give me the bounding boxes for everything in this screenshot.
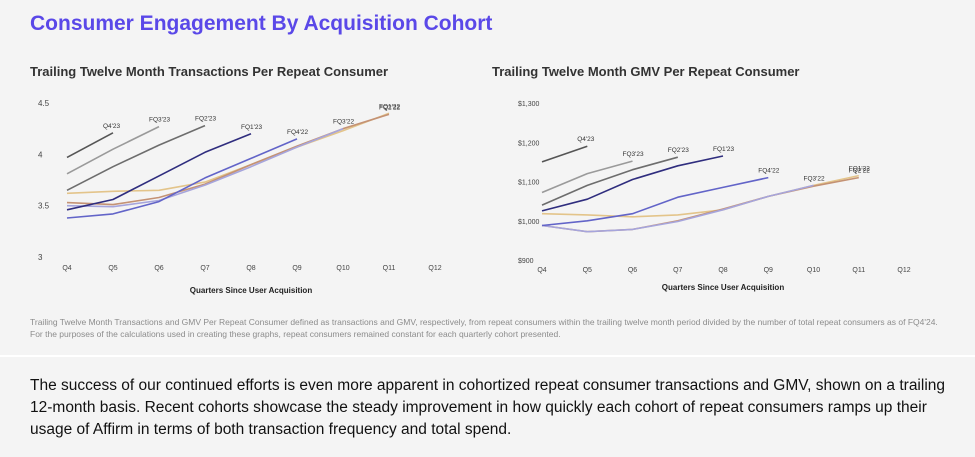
charts-canvas: 3 3.5 4 4.5 Q4 Q5 Q6 Q7 Q8 Q9 Q10 Q11 Q12 Quarters Si… [38,99,911,295]
transactions-x-tick-label: Q12 [428,265,441,272]
transactions-series-label: FQ1'22 [379,103,400,110]
gmv-series-label: FQ3'23 [623,151,644,158]
transactions-y-tick-label: 4.5 [38,99,50,108]
gmv-x-tick-label: Q4 [537,267,546,274]
gmv-x-tick-label: Q11 [852,267,865,274]
transactions-series-label: FQ3'23 [149,117,170,124]
footnote: Trailing Twelve Month Transactions and G… [30,317,938,339]
transactions-x-tick-label: Q6 [154,265,163,272]
transactions-series-line [66,127,344,208]
summary-paragraph: The success of our continued efforts is … [30,377,946,438]
transactions-series-label: FQ1'23 [241,124,262,131]
gmv-x-tick-label: Q6 [628,267,637,274]
transactions-x-tick-label: Q9 [292,265,301,272]
transactions-y-tick-label: 3.5 [38,202,50,211]
gmv-x-tick-label: Q9 [764,267,773,274]
transactions-x-axis-label: Quarters Since User Acquisition [190,286,313,295]
transactions-x-tick-label: Q11 [383,265,396,272]
gmv-series-line [541,155,724,212]
gmv-series-label: FQ1'23 [713,146,734,153]
gmv-y-tick-label: $900 [518,258,534,265]
gmv-series-label: FQ2'22 [849,168,870,175]
transactions-series-line [66,124,206,192]
gmv-series-line [541,156,679,206]
gmv-series-label: FQ1'22 [849,166,870,173]
gmv-x-tick-label: Q10 [807,267,820,274]
gmv-y-tick-label: $1,300 [518,101,540,108]
gmv-series-line [541,176,769,227]
gmv-series-label: Q4'23 [577,136,595,143]
transactions-x-tick-label: Q10 [336,265,349,272]
transactions-series-line [66,138,298,219]
transactions-x-tick-label: Q8 [246,265,255,272]
gmv-series-line [541,160,633,194]
transactions-x-tick-label: Q7 [200,265,209,272]
transactions-y-tick-label: 4 [38,150,43,159]
gmv-series-line [541,184,814,233]
transactions-series-label: Q4'23 [103,123,121,130]
transactions-series-label: FQ4'22 [287,129,308,136]
gmv-y-tick-label: $1,000 [518,219,540,226]
gmv-x-tick-label: Q7 [673,267,682,274]
section-divider [0,355,975,357]
gmv-series-line [541,145,588,163]
transactions-x-tick-label: Q5 [108,265,117,272]
gmv-x-tick-label: Q8 [718,267,727,274]
page-title: Consumer Engagement By Acquisition Cohor… [30,12,493,35]
gmv-series-label: FQ4'22 [758,168,779,175]
transactions-y-tick-label: 3 [38,253,43,262]
gmv-x-axis-label: Quarters Since User Acquisition [662,283,785,292]
transactions-series-line [66,125,160,175]
transactions-series-line [66,133,252,211]
gmv-y-tick-label: $1,100 [518,180,540,187]
gmv-series-label: FQ3'22 [804,175,825,182]
gmv-x-tick-label: Q12 [897,267,910,274]
gmv-y-tick-label: $1,200 [518,140,540,147]
transactions-series-label: FQ2'23 [195,116,216,123]
transactions-x-tick-label: Q4 [62,265,71,272]
chart-title-gmv: Trailing Twelve Month GMV Per Repeat Con… [492,64,800,79]
transactions-series-label: FQ2'22 [379,104,400,111]
gmv-series-label: FQ2'23 [668,147,689,154]
transactions-series-line [66,112,390,195]
transactions-series-line [66,132,114,159]
chart-title-transactions: Trailing Twelve Month Transactions Per R… [30,64,389,79]
gmv-x-tick-label: Q5 [583,267,592,274]
transactions-series-label: FQ3'22 [333,119,354,126]
